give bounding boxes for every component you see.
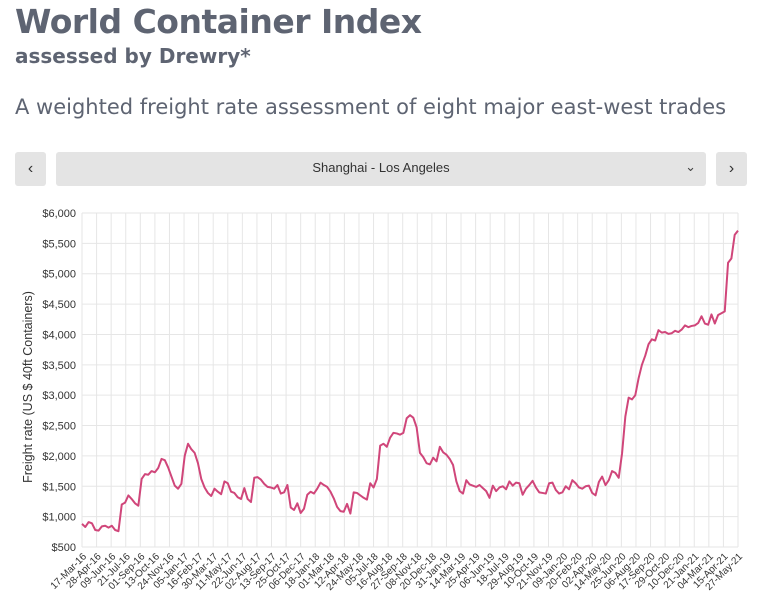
- y-tick-label: $2,000: [42, 451, 76, 463]
- chart-grid: [81, 212, 739, 548]
- page-subtitle: assessed by Drewry*: [15, 44, 251, 68]
- y-tick-label: $3,500: [42, 360, 76, 372]
- y-tick-label: $5,000: [42, 269, 76, 281]
- y-tick-label: $500: [52, 542, 76, 554]
- y-tick-label: $1,000: [42, 512, 76, 524]
- chart-description: A weighted freight rate assessment of ei…: [15, 95, 727, 119]
- y-tick-label: $3,000: [42, 390, 76, 402]
- next-route-button[interactable]: ›: [716, 152, 747, 186]
- chevron-right-icon: ›: [728, 160, 735, 177]
- y-tick-label: $4,500: [42, 299, 76, 311]
- previous-route-button[interactable]: ‹: [15, 152, 46, 186]
- chevron-down-icon: ⌄: [685, 160, 696, 175]
- y-axis: $500 $1,000 $1,500 $2,000 $2,500 $3,000 $3,500…: [42, 208, 76, 554]
- series-line-shanghai-los-angeles[interactable]: [81, 229, 739, 533]
- y-tick-label: $6,000: [42, 208, 76, 220]
- y-tick-label: $4,000: [42, 329, 76, 341]
- x-axis: 17-Mar-1628-Apr-1609-Jun-1621-Jul-1601-S…: [49, 551, 746, 593]
- y-axis-label: Freight rate (US $ 40ft Containers): [21, 291, 35, 483]
- page-title: World Container Index: [15, 2, 422, 41]
- y-tick-label: $5,500: [42, 238, 76, 250]
- y-tick-label: $1,500: [42, 481, 76, 493]
- y-tick-label: $2,500: [42, 421, 76, 433]
- route-select[interactable]: Shanghai - Los Angeles ⌄: [56, 152, 706, 186]
- chevron-left-icon: ‹: [27, 160, 34, 177]
- route-select-value: Shanghai - Los Angeles: [312, 160, 450, 175]
